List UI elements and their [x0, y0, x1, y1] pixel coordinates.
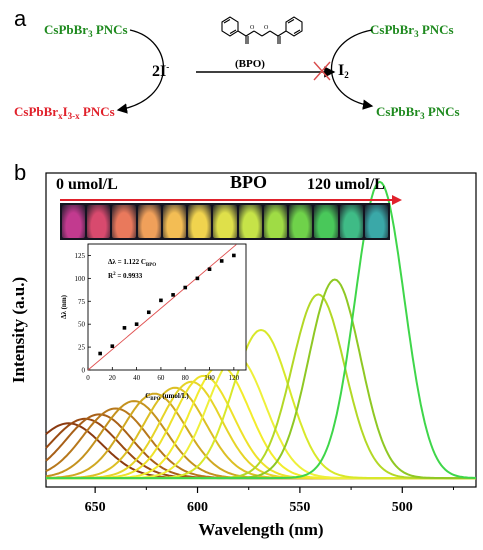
inset-x-tick-label-100: 100 [204, 374, 215, 382]
x-tick-label-650: 650 [85, 500, 106, 515]
inset-chart: 0 20 40 60 80 100 120 0 25 50 75 100 125 Δλ = 1.122 … [60, 243, 247, 402]
spectrum-663 [45, 422, 476, 480]
x-tick-label-500: 500 [392, 500, 413, 515]
inset-annotation-line1: Δλ = 1.122 CBPO [108, 258, 156, 268]
iodine-label: I2 [338, 62, 349, 80]
inset-x-tick-label-80: 80 [182, 374, 190, 382]
inset-point-20 [110, 344, 115, 348]
vial-9 [289, 205, 313, 238]
inset-annotation-line2: R2 = 0.9933 [108, 272, 143, 280]
vial-7 [238, 205, 262, 238]
end-concentration-label: 120 umol/L [307, 176, 385, 193]
inset-y-tick-label-125: 125 [75, 252, 86, 260]
vial-12 [364, 205, 389, 238]
inset-point-10 [98, 351, 102, 356]
inset-point-70 [171, 293, 175, 297]
inset-point-80 [183, 285, 188, 290]
spectrum-511 [46, 180, 476, 480]
vial-3 [137, 205, 161, 238]
plot-frame [45, 172, 477, 488]
inset-x-tick-label-0: 0 [86, 374, 90, 382]
y-axis-label: Intensity (a.u.) [9, 277, 28, 383]
reactant-top-label: CsPbBr3 PNCs [44, 22, 128, 39]
inset-point-90 [195, 276, 200, 281]
vial-0 [62, 205, 86, 238]
reactant-bottom-label: CsPbBrxI3-x PNCs [14, 104, 115, 121]
x-axis-ticks: 650 600 550 500 [85, 487, 454, 515]
panel-b-label: b [14, 160, 27, 185]
inset-point-60 [159, 298, 163, 303]
inset-y-label: Δλ (nm) [60, 294, 68, 319]
panel-a-label: a [14, 6, 27, 31]
x-tick-label-550: 550 [289, 500, 310, 515]
vial-4 [162, 205, 187, 238]
inset-points [98, 253, 236, 356]
start-concentration-label: 0 umol/L [56, 176, 118, 193]
inset-x-tick-label-20: 20 [109, 374, 117, 382]
product-top-label: CsPbBr3 PNCs [370, 22, 454, 39]
vial-5 [188, 205, 212, 238]
spectra-group [45, 180, 476, 480]
svg-text:O: O [250, 25, 255, 31]
inset-point-40 [134, 322, 139, 326]
inset-fit-line [87, 244, 237, 371]
inset-axes: 0 20 40 60 80 100 120 0 25 50 75 100 125 [75, 252, 240, 382]
x-tick-label-600: 600 [187, 500, 208, 515]
concentration-arrow [60, 195, 402, 205]
inset-x-label: CBPO (umol/L) [145, 392, 189, 402]
bpo-structure [221, 16, 303, 44]
inset-point-30 [122, 326, 127, 330]
inset-x-tick-label-40: 40 [133, 374, 141, 382]
bpo-title: BPO [230, 172, 268, 192]
vial-2 [112, 205, 136, 238]
inset-point-120 [232, 253, 236, 258]
vial-photo-strip [60, 203, 390, 240]
inset-y-tick-label-25: 25 [78, 344, 86, 352]
bpo-reagent-label: (BPO) [235, 58, 265, 70]
product-bottom-label: CsPbBr3 PNCs [376, 104, 460, 121]
left-curved-arrow [116, 29, 165, 114]
inset-point-100 [207, 267, 212, 271]
inset-y-tick-label-50: 50 [78, 321, 86, 329]
inset-x-tick-label-60: 60 [157, 374, 165, 382]
inset-point-50 [146, 310, 151, 315]
inset-y-tick-label-100: 100 [75, 275, 86, 283]
inset-point-110 [219, 259, 224, 263]
vial-8 [263, 205, 288, 238]
x-axis-label: Wavelength (nm) [198, 520, 323, 539]
inset-y-tick-label-0: 0 [82, 367, 86, 375]
spectrum-631 [45, 400, 476, 480]
vial-11 [339, 205, 363, 238]
svg-text:O: O [264, 25, 269, 31]
vial-1 [87, 205, 111, 238]
vial-6 [213, 205, 237, 238]
inset-x-tick-label-120: 120 [229, 374, 240, 382]
inset-y-tick-label-75: 75 [78, 298, 86, 306]
emission-spectra-chart: 650 600 550 500 Wavelength (nm) Intensity (… [9, 172, 477, 539]
panel-a-scheme: O O [116, 16, 374, 114]
vial-10 [314, 205, 338, 238]
right-curved-arrow [331, 29, 374, 110]
